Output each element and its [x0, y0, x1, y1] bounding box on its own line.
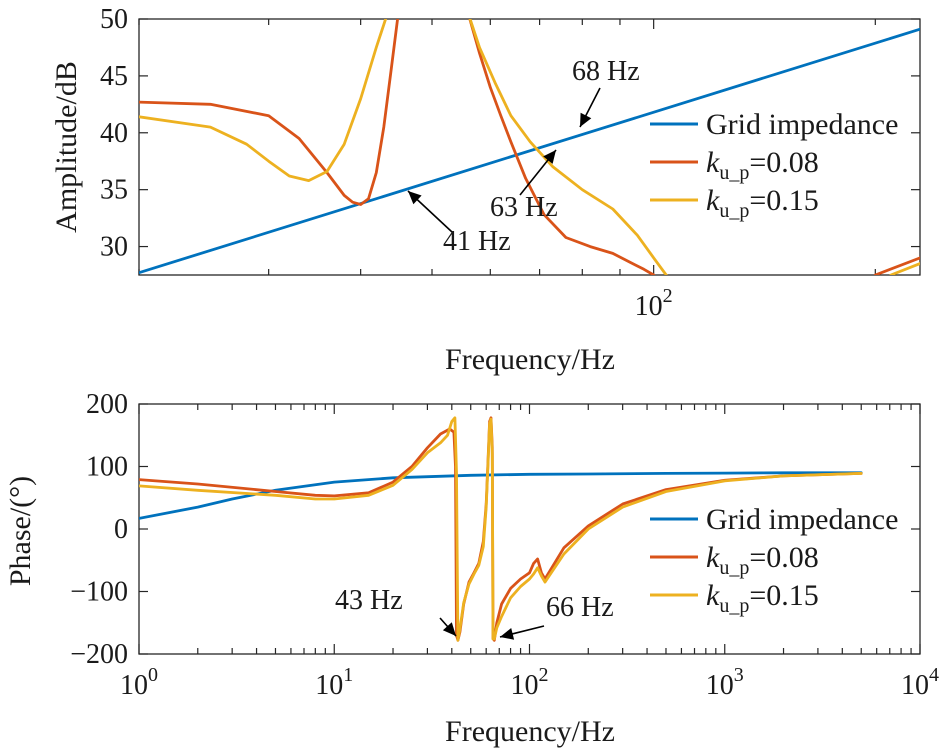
annotation-label: 43 Hz: [335, 585, 403, 616]
legend-label: ku_p=0.08: [706, 146, 819, 184]
x-tick-label: 104: [901, 664, 939, 701]
amplitude-series: [139, 19, 920, 275]
phase-x-tick-labels: 100 101 102 103 104: [120, 664, 939, 701]
y-tick-label: −100: [70, 577, 128, 608]
series-line-grid: [139, 471, 863, 520]
amplitude-ticks: [138, 18, 920, 275]
y-tick-label: 50: [100, 4, 128, 35]
amplitude-chart: 30 35 40 45 50 102 Amplitude/dB Frequency/Hz…: [50, 4, 921, 376]
annotation-label: 68 Hz: [572, 56, 640, 87]
annotation-arrow-head: [580, 112, 592, 127]
y-tick-label: 35: [100, 175, 128, 206]
series-line-grid: [139, 27, 920, 275]
phase-series: [139, 416, 863, 642]
phase-annotations: 43 Hz 66 Hz: [335, 585, 614, 640]
amplitude-x-axis-title: Frequency/Hz: [445, 343, 615, 376]
series-line-k015: [139, 416, 863, 642]
annotation-arrow-head: [543, 150, 556, 164]
series-line-k015: [889, 262, 920, 275]
annotation-label: 41 Hz: [443, 226, 511, 257]
legend-label: ku_p=0.08: [706, 541, 819, 579]
phase-chart: 200 100 0 −100 −200 100 101 102 103 104 Phase/(°…: [4, 389, 939, 748]
series-line-k008: [139, 19, 399, 206]
legend-label: Grid impedance: [706, 503, 898, 536]
annotation-arrow-head: [442, 622, 456, 636]
amplitude-x-tick-labels: 102: [635, 285, 673, 322]
legend-label: ku_p=0.15: [706, 184, 819, 222]
x-tick-label: 102: [511, 664, 549, 701]
annotation-label: 63 Hz: [490, 192, 558, 223]
y-tick-label: 200: [86, 389, 128, 420]
annotation-arrow-head: [500, 628, 515, 640]
legend-label: Grid impedance: [706, 108, 898, 141]
series-line-k015: [139, 19, 388, 183]
series-line-k015: [468, 19, 668, 275]
annotation-arrow-head: [408, 191, 422, 205]
phase-x-axis-title: Frequency/Hz: [445, 715, 615, 748]
y-tick-label: 40: [100, 118, 128, 149]
phase-y-tick-labels: 200 100 0 −100 −200: [70, 389, 128, 670]
amplitude-plot-box: [138, 18, 921, 276]
y-tick-label: 100: [86, 452, 128, 483]
x-tick-label: 102: [635, 285, 673, 322]
amplitude-y-axis-title: Amplitude/dB: [50, 61, 83, 233]
series-line-k008: [873, 256, 920, 275]
phase-y-axis-title: Phase/(°): [4, 476, 37, 586]
y-tick-label: −200: [70, 639, 128, 670]
legend-label: ku_p=0.15: [706, 579, 819, 617]
x-tick-label: 100: [120, 664, 158, 701]
annotation-label: 66 Hz: [546, 592, 614, 623]
x-tick-label: 101: [315, 664, 353, 701]
x-tick-label: 103: [706, 664, 744, 701]
phase-ticks: [138, 403, 921, 655]
series-line-k008: [468, 19, 656, 275]
y-tick-label: 0: [114, 514, 128, 545]
amplitude-y-tick-labels: 30 35 40 45 50: [100, 4, 128, 263]
y-tick-label: 45: [100, 61, 128, 92]
y-tick-label: 30: [100, 232, 128, 263]
